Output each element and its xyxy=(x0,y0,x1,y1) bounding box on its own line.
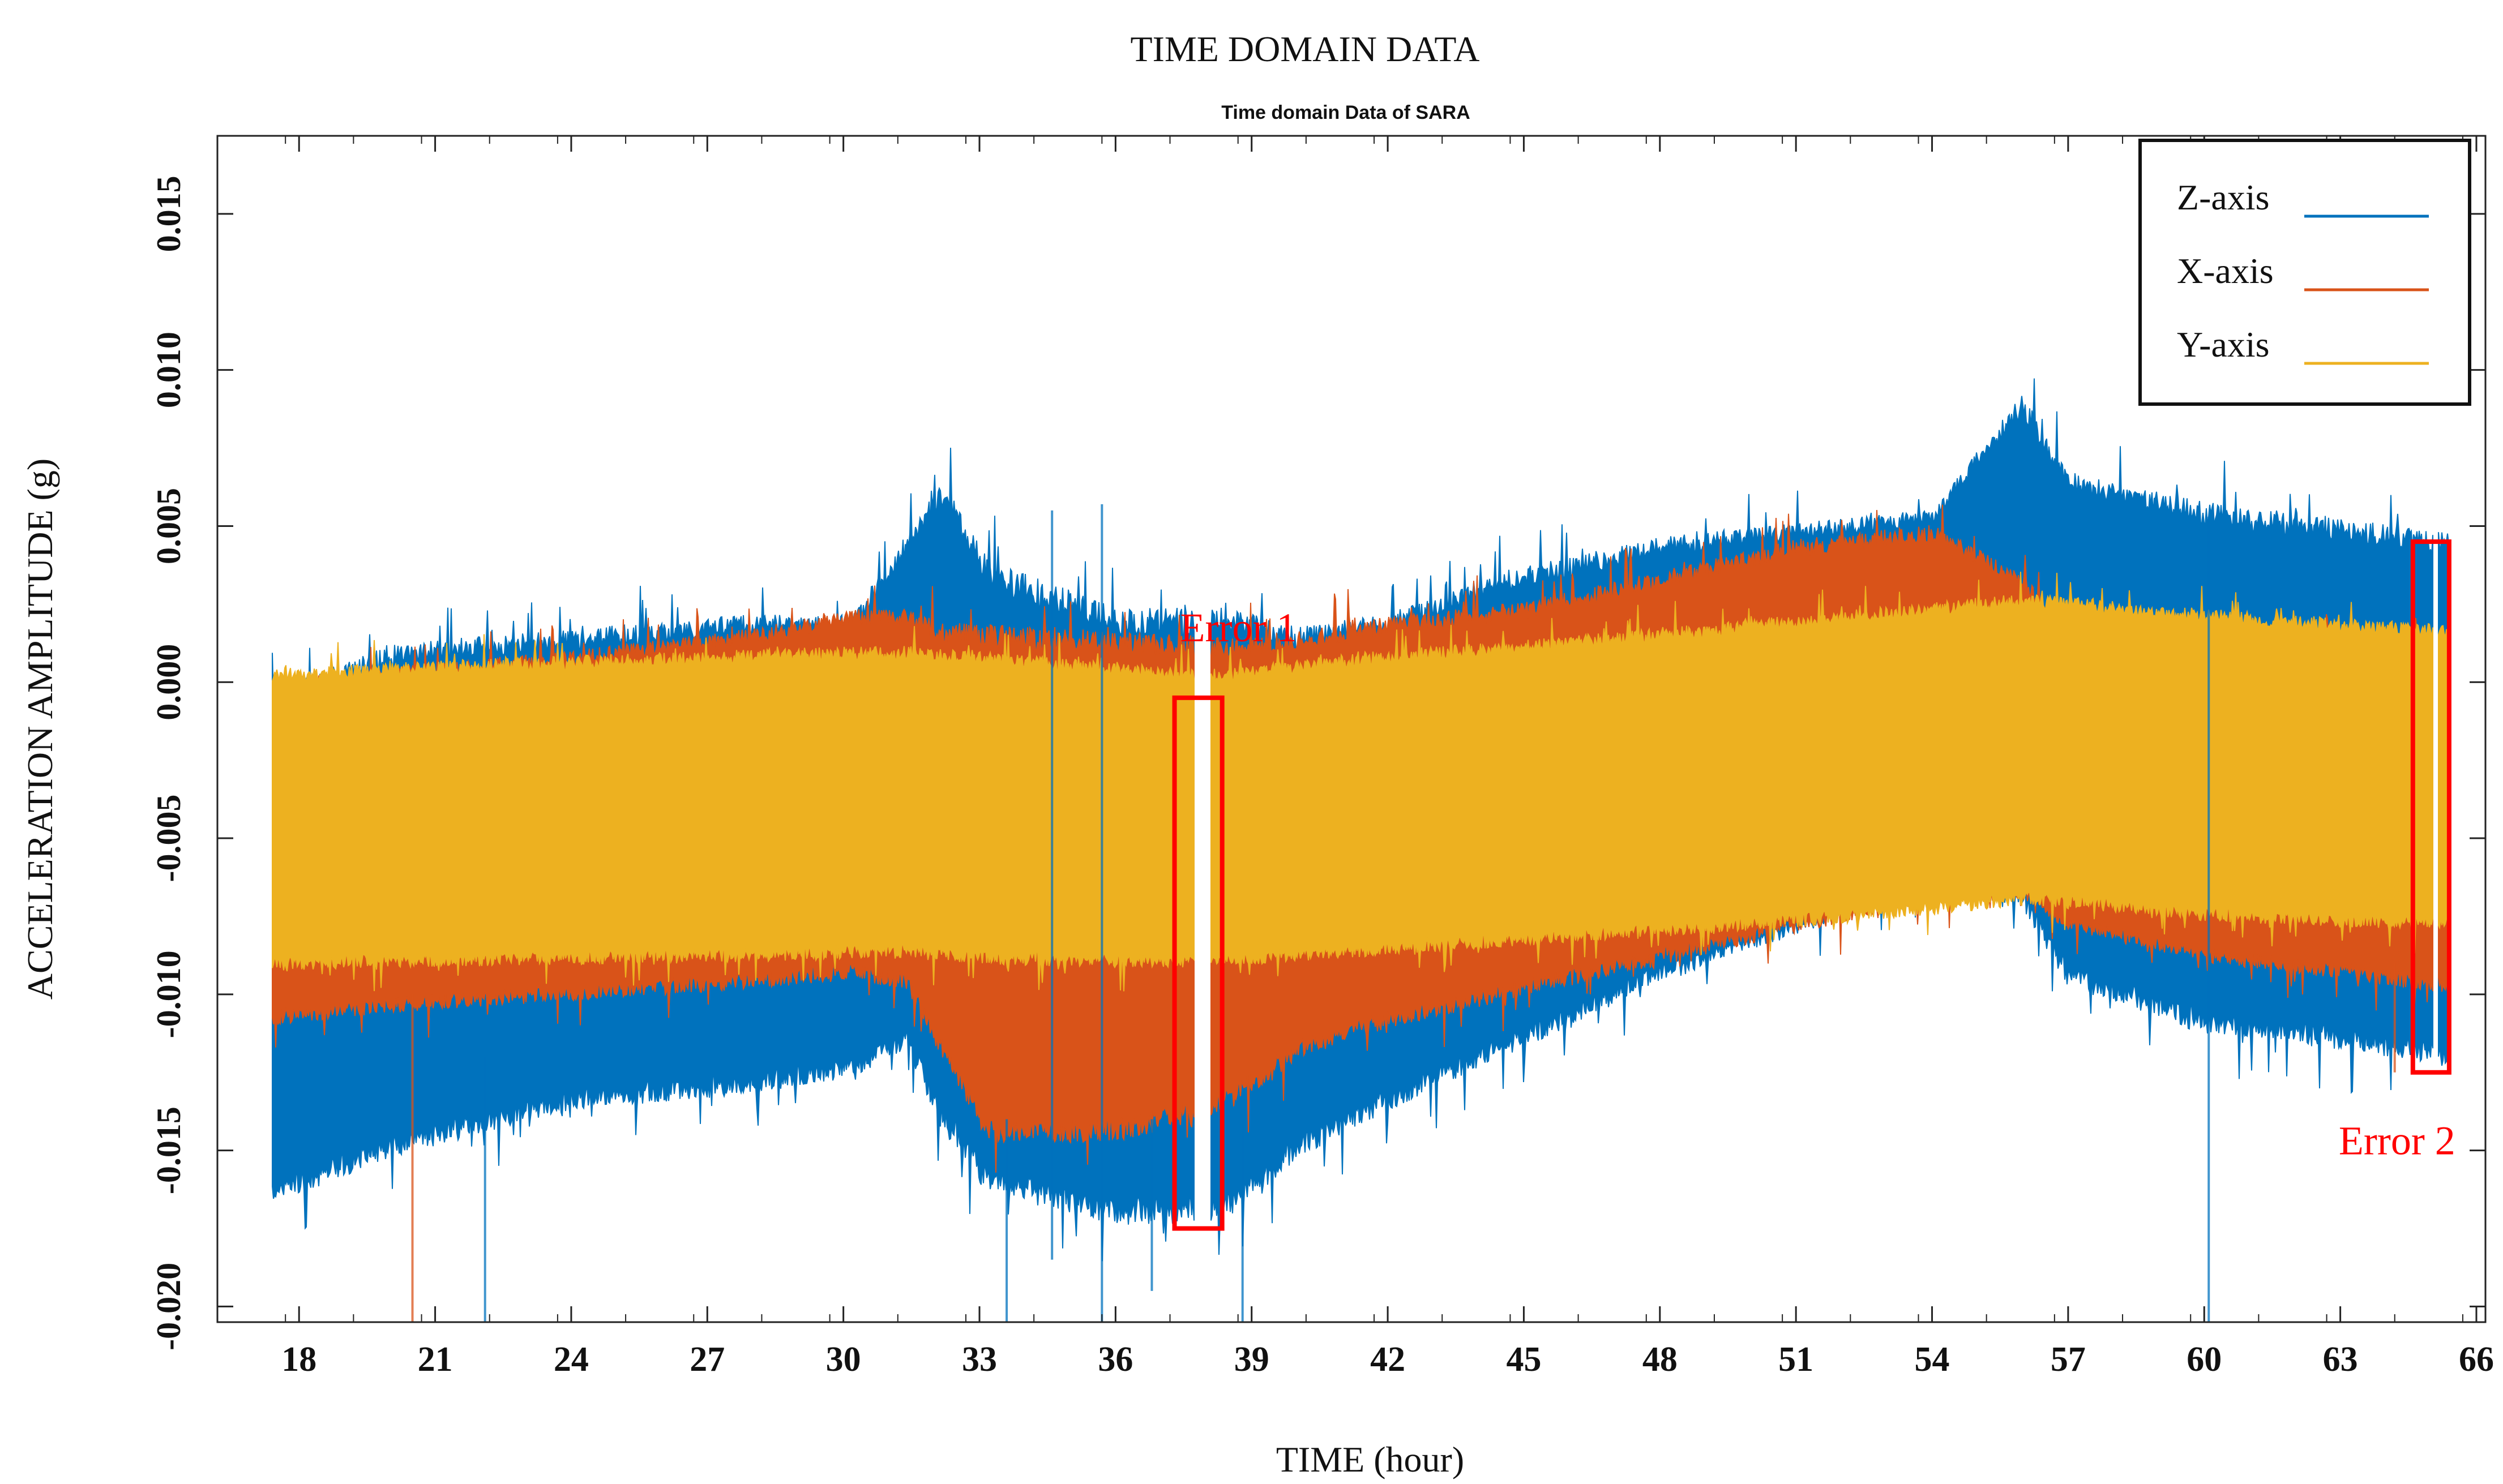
y-tick-label: 0.015 xyxy=(150,175,187,252)
x-tick-label: 27 xyxy=(690,1340,725,1379)
x-tick-label: 21 xyxy=(418,1340,453,1379)
series-y-axis-segment xyxy=(272,626,1195,992)
y-axis-label: ACCELERATION AMPLITUDE (g) xyxy=(20,458,60,1000)
legend-box xyxy=(2138,139,2471,406)
legend-label-x-axis: X-axis xyxy=(2177,251,2274,291)
x-tick-label: 24 xyxy=(554,1340,589,1379)
annotations: Error 1 Error 2 xyxy=(1172,539,2455,1231)
error-1-label: Error 1 xyxy=(1180,605,1297,650)
series-y-axis-segment xyxy=(1210,572,2433,976)
x-tick-label: 39 xyxy=(1234,1340,1269,1379)
x-tick-label: 51 xyxy=(1778,1340,1813,1379)
x-tick-label: 66 xyxy=(2459,1340,2494,1379)
x-tick-label: 18 xyxy=(281,1340,316,1379)
plot-area xyxy=(272,378,2449,1322)
y-tick-label: -0.020 xyxy=(150,1263,187,1350)
y-tick-label: 0.010 xyxy=(150,332,187,408)
x-tick-label: 60 xyxy=(2187,1340,2222,1379)
x-tick-label: 54 xyxy=(1915,1340,1950,1379)
y-tick-label: -0.015 xyxy=(150,1106,187,1194)
x-tick-label: 57 xyxy=(2051,1340,2086,1379)
legend-label-z-axis: Z-axis xyxy=(2177,177,2270,217)
legend: Z-axis X-axis Y-axis xyxy=(2138,139,2471,406)
y-axis-ticks: -0.020 -0.015 -0.010 -0.005 0.000 0.005 0.010 0… xyxy=(150,175,2485,1350)
error-2-box xyxy=(2410,539,2451,1075)
plot-title: Time domain Data of SARA xyxy=(1221,102,1470,123)
y-tick-label: 0.005 xyxy=(150,488,187,564)
x-tick-label: 45 xyxy=(1506,1340,1541,1379)
x-tick-label: 36 xyxy=(1098,1340,1133,1379)
x-tick-label: 42 xyxy=(1370,1340,1405,1379)
y-tick-label: -0.010 xyxy=(150,950,187,1038)
x-axis-label: TIME (hour) xyxy=(1276,1439,1464,1479)
x-axis-ticks: 18 21 24 27 30 33 36 39 42 45 48 51 54 57 60 63 66 xyxy=(217,136,2494,1379)
x-tick-label: 30 xyxy=(826,1340,861,1379)
y-tick-label: -0.005 xyxy=(150,795,187,882)
x-tick-label: 33 xyxy=(962,1340,997,1379)
y-tick-label: 0.000 xyxy=(150,644,187,720)
error-1-box xyxy=(1172,695,1225,1231)
x-tick-label: 48 xyxy=(1642,1340,1678,1379)
legend-label-y-axis: Y-axis xyxy=(2177,324,2270,364)
x-tick-label: 63 xyxy=(2323,1340,2358,1379)
error-2-label: Error 2 xyxy=(2339,1118,2455,1164)
series-y-axis-band xyxy=(272,572,2449,992)
figure-title: TIME DOMAIN DATA xyxy=(1130,29,1479,69)
axes-frame xyxy=(216,135,2487,1323)
spikes xyxy=(411,504,2396,1322)
